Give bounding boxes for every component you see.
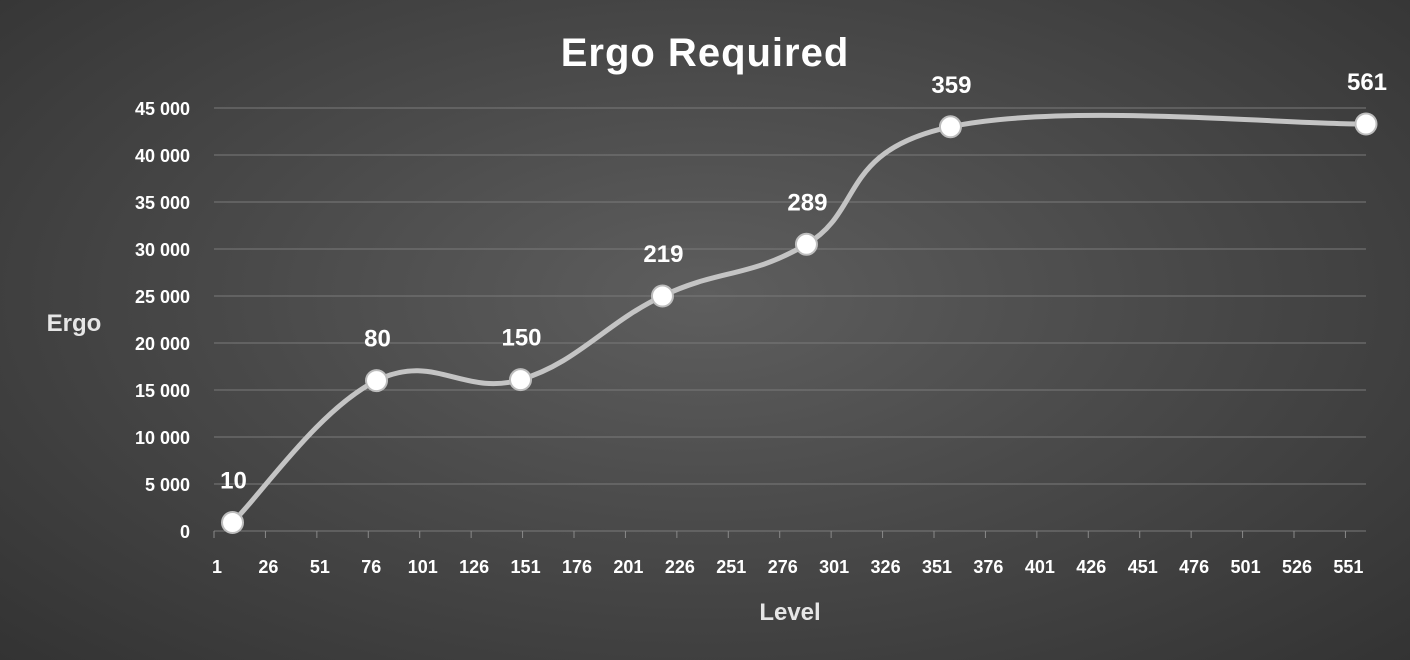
x-tick-label: 501 xyxy=(1231,557,1261,577)
chart-title: Ergo Required xyxy=(561,31,850,75)
x-axis-ticks: 1 26 51 76 101 126 151 176 201 226 251 276 301 326 351… xyxy=(212,531,1363,577)
data-label: 289 xyxy=(787,189,827,216)
gridlines xyxy=(214,107,1366,532)
data-point xyxy=(938,115,962,139)
x-tick-label: 401 xyxy=(1025,557,1055,577)
x-tick-label: 301 xyxy=(819,557,849,577)
y-axis-label: Ergo xyxy=(47,310,102,337)
x-tick-label: 151 xyxy=(511,557,541,577)
x-tick-label: 551 xyxy=(1333,557,1363,577)
data-label: 10 xyxy=(220,468,247,495)
y-tick-label: 15 000 xyxy=(135,381,190,401)
y-tick-label: 25 000 xyxy=(135,287,190,307)
x-tick-label: 226 xyxy=(665,557,695,577)
y-tick-label: 45 000 xyxy=(135,99,190,119)
data-point xyxy=(794,232,818,256)
y-axis-ticks: 0 5 000 10 000 15 000 20 000 25 000 30 000 35 0… xyxy=(135,99,190,542)
series-layer xyxy=(230,112,1369,525)
data-label: 561 xyxy=(1347,69,1387,96)
x-tick-label: 251 xyxy=(716,557,746,577)
y-tick-label: 0 xyxy=(180,522,190,542)
x-tick-label: 201 xyxy=(613,557,643,577)
data-points xyxy=(221,112,1378,535)
x-tick-label: 276 xyxy=(768,557,798,577)
x-tick-label: 451 xyxy=(1128,557,1158,577)
data-label: 150 xyxy=(501,325,541,352)
x-tick-label: 101 xyxy=(408,557,438,577)
x-tick-label: 1 xyxy=(212,557,222,577)
data-point xyxy=(509,368,533,392)
data-label: 359 xyxy=(931,72,971,99)
x-axis-label: Level xyxy=(759,599,820,626)
series-line xyxy=(230,112,1369,525)
x-tick-label: 76 xyxy=(361,557,381,577)
x-tick-label: 526 xyxy=(1282,557,1312,577)
x-tick-label: 26 xyxy=(258,557,278,577)
y-tick-label: 40 000 xyxy=(135,146,190,166)
data-label: 80 xyxy=(364,326,391,353)
x-tick-label: 326 xyxy=(871,557,901,577)
x-tick-label: 351 xyxy=(922,557,952,577)
data-point xyxy=(1354,112,1378,136)
data-point xyxy=(221,511,245,535)
x-tick-label: 426 xyxy=(1076,557,1106,577)
data-point xyxy=(650,284,674,308)
x-tick-label: 376 xyxy=(973,557,1003,577)
y-tick-label: 35 000 xyxy=(135,193,190,213)
y-tick-label: 20 000 xyxy=(135,334,190,354)
y-tick-label: 5 000 xyxy=(145,475,190,495)
y-tick-label: 30 000 xyxy=(135,240,190,260)
x-tick-label: 476 xyxy=(1179,557,1209,577)
data-labels: 10 80 150 219 289 359 561 xyxy=(220,69,1387,495)
data-point xyxy=(365,369,389,393)
x-tick-label: 51 xyxy=(310,557,330,577)
x-tick-label: 126 xyxy=(459,557,489,577)
x-tick-label: 176 xyxy=(562,557,592,577)
y-tick-label: 10 000 xyxy=(135,428,190,448)
data-label: 219 xyxy=(643,241,683,268)
